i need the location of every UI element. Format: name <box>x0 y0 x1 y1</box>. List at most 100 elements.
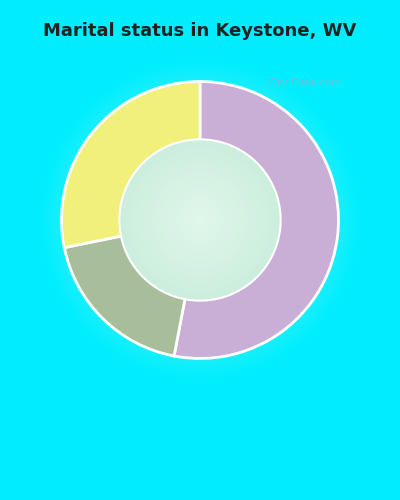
Circle shape <box>78 98 322 342</box>
Circle shape <box>90 110 310 330</box>
Circle shape <box>168 188 232 252</box>
Circle shape <box>158 178 242 262</box>
Circle shape <box>170 190 230 250</box>
Circle shape <box>71 90 329 350</box>
Circle shape <box>65 84 335 355</box>
Circle shape <box>186 206 214 234</box>
Circle shape <box>190 210 210 230</box>
Circle shape <box>162 182 238 258</box>
Circle shape <box>127 147 273 293</box>
Circle shape <box>198 218 202 222</box>
Circle shape <box>168 188 232 252</box>
Circle shape <box>55 74 345 366</box>
Circle shape <box>118 138 282 302</box>
Circle shape <box>141 161 259 279</box>
Circle shape <box>41 61 359 379</box>
Wedge shape <box>62 82 200 247</box>
Circle shape <box>182 202 218 238</box>
Circle shape <box>132 152 268 288</box>
Circle shape <box>45 64 355 375</box>
Circle shape <box>43 63 357 377</box>
Circle shape <box>123 143 277 297</box>
Circle shape <box>61 80 339 359</box>
Circle shape <box>146 166 254 274</box>
Circle shape <box>192 212 208 228</box>
Circle shape <box>194 214 206 226</box>
Circle shape <box>135 155 265 285</box>
Circle shape <box>63 82 337 357</box>
Circle shape <box>190 210 210 230</box>
Circle shape <box>121 141 279 299</box>
Circle shape <box>122 142 278 298</box>
Circle shape <box>192 212 208 228</box>
Circle shape <box>137 157 263 283</box>
Circle shape <box>176 196 224 244</box>
Circle shape <box>194 214 206 226</box>
Text: Marital status in Keystone, WV: Marital status in Keystone, WV <box>43 22 357 40</box>
Circle shape <box>124 144 276 296</box>
Circle shape <box>151 170 249 270</box>
Circle shape <box>158 178 242 262</box>
Circle shape <box>131 151 269 289</box>
Circle shape <box>75 94 325 346</box>
Circle shape <box>98 118 302 322</box>
Circle shape <box>145 165 255 275</box>
Circle shape <box>154 174 246 266</box>
Circle shape <box>147 166 253 274</box>
Circle shape <box>110 130 290 310</box>
Circle shape <box>156 176 244 264</box>
Circle shape <box>160 180 240 260</box>
Circle shape <box>170 190 230 250</box>
Circle shape <box>94 114 306 326</box>
Circle shape <box>112 132 288 308</box>
Circle shape <box>100 120 300 320</box>
Circle shape <box>178 198 222 242</box>
Circle shape <box>174 194 226 246</box>
Circle shape <box>114 134 286 306</box>
Circle shape <box>80 100 320 340</box>
Circle shape <box>104 124 296 316</box>
Circle shape <box>136 156 264 284</box>
Circle shape <box>57 76 343 364</box>
Circle shape <box>140 160 260 280</box>
Circle shape <box>178 198 222 242</box>
Circle shape <box>59 78 341 362</box>
Circle shape <box>84 104 316 336</box>
Circle shape <box>196 216 204 224</box>
Circle shape <box>82 102 318 338</box>
Circle shape <box>166 186 234 254</box>
Circle shape <box>184 204 216 236</box>
Circle shape <box>92 112 308 328</box>
Circle shape <box>188 208 212 232</box>
Circle shape <box>88 108 312 332</box>
Circle shape <box>164 184 236 256</box>
Circle shape <box>51 70 349 370</box>
Circle shape <box>73 92 327 348</box>
Circle shape <box>125 145 275 295</box>
Circle shape <box>180 200 220 240</box>
Circle shape <box>138 158 262 282</box>
Circle shape <box>106 126 294 314</box>
Circle shape <box>174 194 226 246</box>
Circle shape <box>186 206 214 234</box>
Circle shape <box>128 148 272 292</box>
Circle shape <box>160 180 240 260</box>
Circle shape <box>102 122 298 318</box>
Circle shape <box>152 172 248 268</box>
Circle shape <box>129 149 271 291</box>
Circle shape <box>172 192 228 248</box>
Circle shape <box>148 168 252 272</box>
Text: City-Data.com: City-Data.com <box>268 78 342 88</box>
Circle shape <box>134 154 266 286</box>
Circle shape <box>150 170 250 270</box>
Circle shape <box>172 192 228 248</box>
Circle shape <box>143 163 257 277</box>
Circle shape <box>67 86 333 354</box>
Circle shape <box>153 172 247 268</box>
Circle shape <box>144 164 256 276</box>
Circle shape <box>166 186 234 254</box>
Wedge shape <box>174 82 338 358</box>
Circle shape <box>156 176 244 264</box>
Circle shape <box>120 140 280 300</box>
Circle shape <box>49 68 351 372</box>
